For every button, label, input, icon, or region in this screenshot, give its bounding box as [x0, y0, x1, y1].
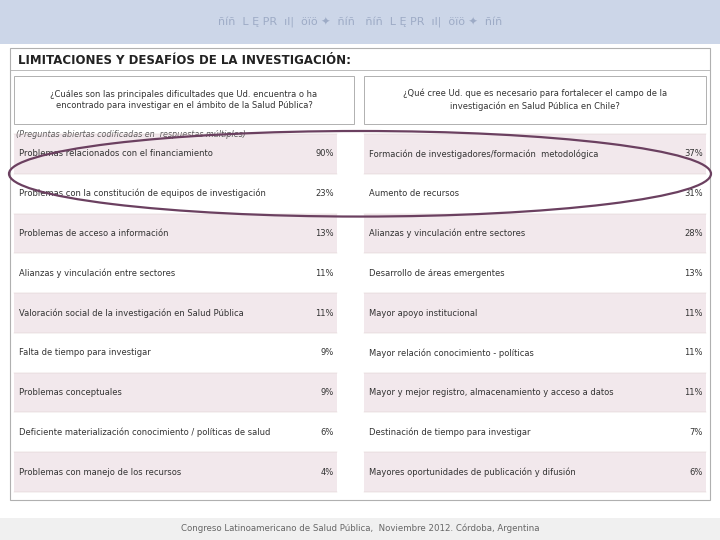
- Bar: [14, 293, 337, 333]
- Bar: [364, 253, 706, 293]
- Text: Falta de tiempo para investigar: Falta de tiempo para investigar: [19, 348, 150, 357]
- Text: Desarrollo de áreas emergentes: Desarrollo de áreas emergentes: [369, 269, 505, 278]
- Bar: [364, 452, 706, 492]
- Bar: [364, 413, 706, 452]
- Text: 31%: 31%: [685, 189, 703, 198]
- Bar: [364, 76, 706, 124]
- Text: Alianzas y vinculación entre sectores: Alianzas y vinculación entre sectores: [19, 268, 175, 278]
- Text: 11%: 11%: [685, 388, 703, 397]
- Text: 13%: 13%: [315, 229, 334, 238]
- Bar: [14, 134, 337, 174]
- Bar: [364, 134, 706, 174]
- Text: Mayor relación conocimiento - políticas: Mayor relación conocimiento - políticas: [369, 348, 534, 357]
- Bar: [14, 413, 337, 452]
- Text: Mayor y mejor registro, almacenamiento y acceso a datos: Mayor y mejor registro, almacenamiento y…: [369, 388, 613, 397]
- Text: Valoración social de la investigación en Salud Pública: Valoración social de la investigación en…: [19, 308, 244, 318]
- Text: ñíñ  L Ę ΡR  ıl|  öïö ✦  ñíñ   ñíñ  L Ę ΡR  ıl|  öïö ✦  ñíñ: ñíñ L Ę ΡR ıl| öïö ✦ ñíñ ñíñ L Ę ΡR ıl| …: [218, 16, 502, 28]
- Text: 90%: 90%: [315, 150, 334, 158]
- Text: 7%: 7%: [690, 428, 703, 437]
- Text: 4%: 4%: [320, 468, 334, 477]
- Text: Mayores oportunidades de publicación y difusión: Mayores oportunidades de publicación y d…: [369, 467, 576, 477]
- Bar: [14, 253, 337, 293]
- Text: 11%: 11%: [315, 269, 334, 278]
- Bar: [364, 213, 706, 253]
- Text: Aumento de recursos: Aumento de recursos: [369, 189, 459, 198]
- Text: Destinación de tiempo para investigar: Destinación de tiempo para investigar: [369, 428, 531, 437]
- Text: Mayor apoyo institucional: Mayor apoyo institucional: [369, 308, 477, 318]
- Bar: [0, 44, 720, 518]
- Text: 28%: 28%: [685, 229, 703, 238]
- Text: Alianzas y vinculación entre sectores: Alianzas y vinculación entre sectores: [369, 229, 526, 238]
- Text: ¿Cuáles son las principales dificultades que Ud. encuentra o ha
encontrado para : ¿Cuáles son las principales dificultades…: [50, 90, 318, 110]
- Text: Problemas con la constitución de equipos de investigación: Problemas con la constitución de equipos…: [19, 189, 266, 198]
- Text: 11%: 11%: [685, 348, 703, 357]
- Text: Problemas con manejo de los recursos: Problemas con manejo de los recursos: [19, 468, 181, 477]
- Text: ¿Qué cree Ud. que es necesario para fortalecer el campo de la
investigación en S: ¿Qué cree Ud. que es necesario para fort…: [403, 89, 667, 111]
- Bar: [14, 213, 337, 253]
- Bar: [14, 76, 354, 124]
- Bar: [14, 174, 337, 213]
- Text: Deficiente materialización conocimiento / políticas de salud: Deficiente materialización conocimiento …: [19, 428, 271, 437]
- Text: 13%: 13%: [685, 269, 703, 278]
- Bar: [364, 373, 706, 413]
- Text: 9%: 9%: [320, 388, 334, 397]
- Text: Problemas conceptuales: Problemas conceptuales: [19, 388, 122, 397]
- Text: (Preguntas abiertas codificadas en  respuestas múltiples): (Preguntas abiertas codificadas en respu…: [16, 130, 246, 139]
- Bar: [364, 174, 706, 213]
- Text: Formación de investigadores/formación  metodológica: Formación de investigadores/formación me…: [369, 149, 598, 159]
- Bar: [14, 452, 337, 492]
- Bar: [364, 333, 706, 373]
- Text: 23%: 23%: [315, 189, 334, 198]
- Text: LIMITACIONES Y DESAFÍOS DE LA INVESTIGACIÓN:: LIMITACIONES Y DESAFÍOS DE LA INVESTIGAC…: [18, 55, 351, 68]
- Bar: [14, 373, 337, 413]
- Text: 11%: 11%: [315, 308, 334, 318]
- Bar: [364, 293, 706, 333]
- Bar: [14, 333, 337, 373]
- Text: 6%: 6%: [690, 468, 703, 477]
- Text: Problemas relacionados con el financiamiento: Problemas relacionados con el financiami…: [19, 150, 213, 158]
- Text: 37%: 37%: [684, 150, 703, 158]
- Text: Problemas de acceso a información: Problemas de acceso a información: [19, 229, 168, 238]
- Text: 11%: 11%: [685, 308, 703, 318]
- Text: Congreso Latinoamericano de Salud Pública,  Noviembre 2012. Córdoba, Argentina: Congreso Latinoamericano de Salud Públic…: [181, 523, 539, 533]
- Text: 6%: 6%: [320, 428, 334, 437]
- Text: 9%: 9%: [320, 348, 334, 357]
- Bar: [10, 48, 710, 500]
- Bar: [0, 0, 720, 44]
